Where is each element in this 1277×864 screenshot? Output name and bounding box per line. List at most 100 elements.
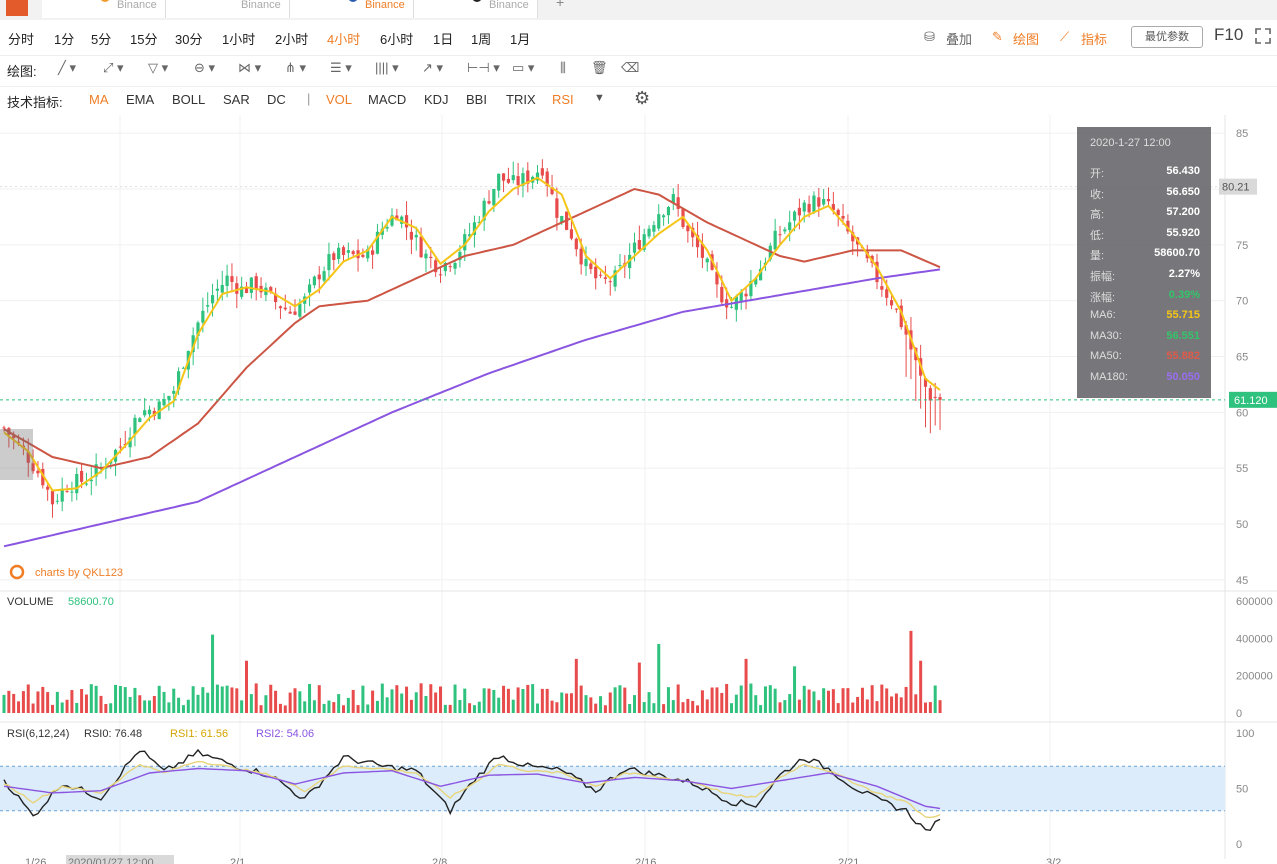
indicator-vol[interactable]: VOL <box>326 92 353 107</box>
volume-bar <box>768 685 772 713</box>
indicator-bbi[interactable]: BBI <box>466 92 487 107</box>
exchange-logo-icon <box>100 0 110 2</box>
candle-body <box>618 265 622 267</box>
layers-icon[interactable]: ⛁ <box>924 29 935 44</box>
gann-tool-icon[interactable]: |||| ▾ <box>375 60 399 75</box>
note-tool-icon[interactable]: ▭ ▾ <box>512 60 535 75</box>
volume-bar <box>7 690 11 713</box>
candle-body <box>695 235 700 248</box>
tooltip-value: 55.882 <box>1166 350 1200 363</box>
draw-button[interactable]: 绘图 <box>1013 32 1040 47</box>
pattern-tool-icon[interactable]: ⋈ ▾ <box>238 60 262 75</box>
indicator-kdj[interactable]: KDJ <box>424 92 449 107</box>
timeframe-4[interactable]: 30分 <box>175 32 203 47</box>
volume-bar <box>885 688 889 713</box>
volume-bar <box>46 692 50 713</box>
candle-body <box>89 479 93 482</box>
indicator-ema[interactable]: EMA <box>126 92 155 107</box>
timeframe-0[interactable]: 分时 <box>8 32 35 47</box>
ray-tool-icon[interactable]: ⤢ ▾ <box>103 60 124 75</box>
indicator-macd[interactable]: MACD <box>368 92 407 107</box>
channel-tool-icon[interactable]: ▽ ▾ <box>148 60 169 75</box>
indicator-boll[interactable]: BOLL <box>172 92 206 107</box>
volume-tick-label: 400000 <box>1236 633 1273 645</box>
candle-body <box>438 274 443 276</box>
tooltip-key: 低: <box>1090 229 1105 242</box>
candle-body <box>691 227 695 238</box>
arrow-tool-icon[interactable]: ↗ ▾ <box>422 60 444 75</box>
volume-bar <box>880 684 884 713</box>
candle-body <box>657 214 661 229</box>
volume-bar <box>715 687 719 713</box>
eraser-icon[interactable]: ⌫ <box>621 60 640 75</box>
volume-bar <box>870 685 874 713</box>
best-params-button[interactable]: 最优参数 <box>1131 26 1203 48</box>
timeframe-3[interactable]: 15分 <box>130 32 158 47</box>
timeframe-9[interactable]: 1日 <box>433 32 454 47</box>
candle-body <box>143 410 147 416</box>
fib-tool-icon[interactable]: ☰ ▾ <box>330 60 352 75</box>
volume-bar <box>143 700 147 713</box>
bars-tool-icon[interactable]: ⫼ <box>560 60 566 75</box>
trash-icon[interactable]: 🗑 <box>591 60 608 75</box>
shape-tool-icon[interactable]: ⊖ ▾ <box>194 60 216 75</box>
indicator-ma[interactable]: MA <box>89 92 109 107</box>
indicator-sar[interactable]: SAR <box>223 92 250 107</box>
candle-body <box>26 452 30 463</box>
exchange-tab[interactable]: Binance <box>290 0 414 18</box>
f10-button[interactable]: F10 <box>1214 25 1244 44</box>
indicator-chart-icon[interactable]: ⟋ <box>1060 29 1070 44</box>
exchange-tab[interactable]: Binance <box>414 0 538 18</box>
add-tab-icon[interactable]: + <box>556 0 565 10</box>
timeframe-10[interactable]: 1周 <box>471 32 492 47</box>
time-tick-label: 1/26 <box>25 857 46 864</box>
volume-bar <box>511 699 515 713</box>
candle-body <box>458 251 462 261</box>
volume-bar <box>138 695 142 713</box>
pencil-icon[interactable]: ✎ <box>992 29 1003 44</box>
wave-tool-icon[interactable]: ⋔ ▾ <box>285 60 307 75</box>
timeframe-11[interactable]: 1月 <box>510 32 531 47</box>
more-indicators-icon[interactable]: ▼ <box>594 92 605 104</box>
volume-bar <box>492 689 496 713</box>
candle-body <box>875 261 879 283</box>
fullscreen-icon[interactable] <box>1254 27 1272 45</box>
timeframe-7[interactable]: 4小时 <box>327 32 361 47</box>
candle-body <box>880 286 884 290</box>
rsi2-label: RSI2: 54.06 <box>256 728 314 740</box>
volume-bar <box>502 685 506 713</box>
gear-icon[interactable]: ⚙ <box>634 88 651 108</box>
line-tool-icon[interactable]: ╱ ▾ <box>58 60 76 75</box>
volume-bar <box>783 700 787 713</box>
exchange-tab[interactable]: Binance <box>42 0 166 18</box>
timeframe-2[interactable]: 5分 <box>91 32 112 47</box>
timeframe-8[interactable]: 6小时 <box>380 32 414 47</box>
candle-body <box>400 216 404 224</box>
high-price-tag <box>1219 178 1257 195</box>
timeframe-5[interactable]: 1小时 <box>222 32 256 47</box>
candle-body <box>240 286 244 297</box>
timeframe-6[interactable]: 2小时 <box>275 32 309 47</box>
timeframe-1[interactable]: 1分 <box>54 32 75 47</box>
volume-bar <box>696 705 700 713</box>
watermark-text: charts by QKL123 <box>35 567 123 579</box>
volume-bar <box>778 702 782 713</box>
candle-body <box>424 253 428 259</box>
volume-bar <box>506 688 510 713</box>
volume-bar <box>584 695 588 713</box>
indicator-trix[interactable]: TRIX <box>506 92 536 107</box>
tooltip-key: 涨幅: <box>1090 291 1116 304</box>
overlay-button[interactable]: 叠加 <box>946 32 973 47</box>
volume-bar <box>623 687 627 713</box>
measure-tool-icon[interactable]: ⊢⊣ ▾ <box>467 60 500 75</box>
volume-bar <box>133 687 137 713</box>
indicator-rsi[interactable]: RSI <box>552 92 574 107</box>
candle-body <box>138 418 142 422</box>
indicator-dc[interactable]: DC <box>267 92 286 107</box>
indicator-button[interactable]: 指标 <box>1081 32 1108 47</box>
candle-body <box>2 427 6 429</box>
volume-bar <box>924 702 927 713</box>
volume-bar <box>540 688 544 713</box>
exchange-tab[interactable]: Binance <box>166 0 290 18</box>
